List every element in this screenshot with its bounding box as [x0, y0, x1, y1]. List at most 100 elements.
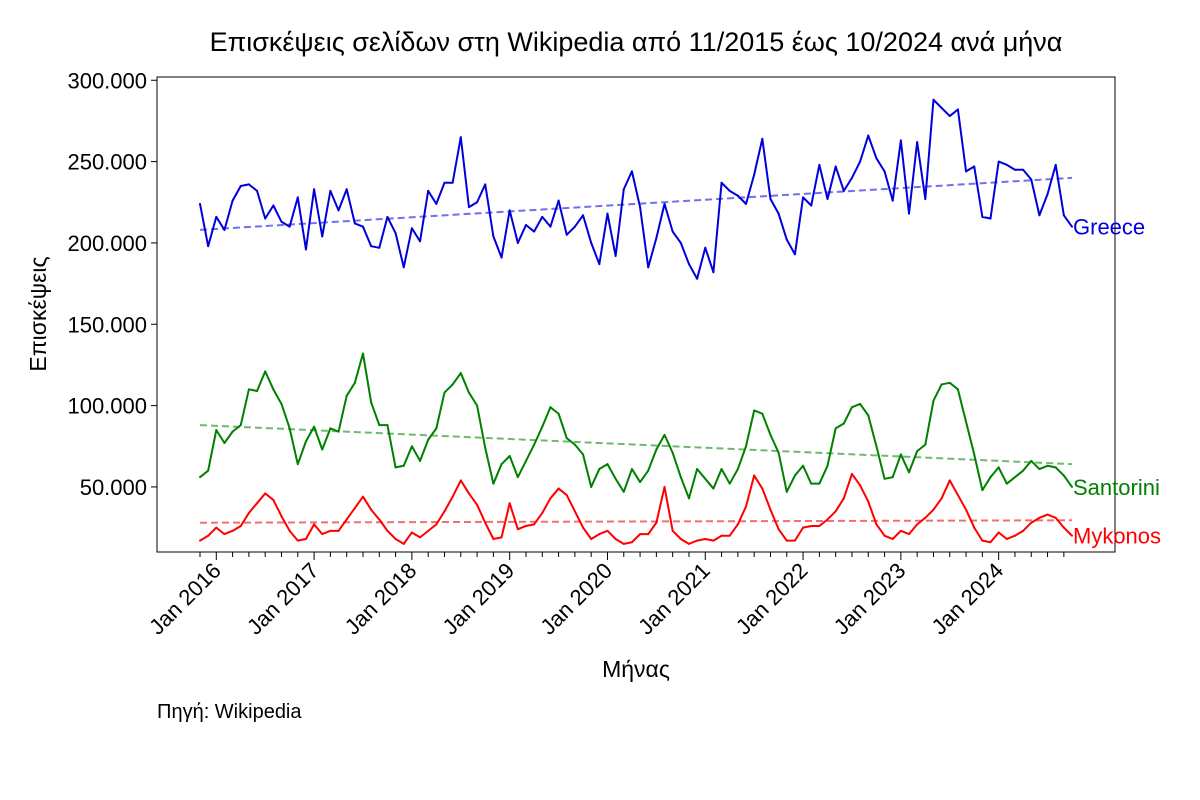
mykonos-point: [883, 534, 886, 537]
mykonos-point: [1013, 534, 1016, 537]
mykonos-point: [753, 474, 756, 477]
santorini-point: [500, 463, 503, 466]
santorini-point: [639, 481, 642, 484]
mykonos-point: [793, 539, 796, 542]
mykonos-point: [1022, 529, 1025, 532]
greece-point: [769, 198, 772, 201]
greece-point: [867, 134, 870, 137]
greece-point: [647, 266, 650, 269]
greece-point: [378, 246, 381, 249]
greece-point: [1013, 168, 1016, 171]
santorini-point: [859, 402, 862, 405]
greece-point: [533, 230, 536, 233]
mykonos-point: [826, 518, 829, 521]
mykonos-point: [476, 503, 479, 506]
greece-point: [956, 108, 959, 111]
mykonos-point: [394, 537, 397, 540]
greece-point: [451, 181, 454, 184]
santorini-point: [296, 463, 299, 466]
greece-point: [728, 189, 731, 192]
santorini-point: [386, 424, 389, 427]
greece-point: [582, 214, 585, 217]
greece-point: [663, 202, 666, 205]
greece-point: [736, 194, 739, 197]
santorini-point: [565, 437, 568, 440]
x-tick-label: Jan 2022: [731, 558, 813, 640]
santorini-point: [924, 443, 927, 446]
mykonos-point: [908, 533, 911, 536]
mykonos-point: [1005, 537, 1008, 540]
santorini-point: [329, 427, 332, 430]
greece-point: [859, 160, 862, 163]
santorini-point: [247, 388, 250, 391]
santorini-point: [280, 402, 283, 405]
santorini-point: [337, 430, 340, 433]
mykonos-point: [1062, 526, 1065, 529]
santorini-point: [1071, 485, 1073, 488]
mykonos-point: [459, 479, 462, 482]
greece-series-line: [199, 98, 1073, 280]
santorini-point: [720, 468, 723, 471]
mykonos-point: [533, 523, 536, 526]
santorini-point: [239, 424, 242, 427]
greece-data-points: [199, 98, 1073, 280]
mykonos-point: [875, 523, 878, 526]
greece-point: [891, 199, 894, 202]
santorini-point: [1030, 459, 1033, 462]
mykonos-point: [745, 505, 748, 508]
greece-point: [948, 115, 951, 118]
greece-point: [565, 233, 568, 236]
mykonos-point: [296, 539, 299, 542]
greece-point: [639, 206, 642, 209]
greece-point: [712, 271, 715, 274]
source-note: Πηγή: Wikipedia: [157, 701, 302, 723]
santorini-point: [419, 459, 422, 462]
santorini-point: [1054, 466, 1057, 469]
greece-point: [247, 183, 250, 186]
mykonos-point: [622, 542, 625, 545]
santorini-point: [378, 424, 381, 427]
mykonos-point: [549, 497, 552, 500]
mykonos-point: [590, 537, 593, 540]
y-tick-label: 150.000: [67, 312, 147, 337]
santorini-point: [834, 427, 837, 430]
santorini-point: [916, 450, 919, 453]
mykonos-point: [842, 497, 845, 500]
santorini-point: [899, 453, 902, 456]
santorini-point: [304, 440, 307, 443]
greece-point: [630, 170, 633, 173]
santorini-point: [671, 451, 674, 454]
santorini-point: [908, 471, 911, 474]
mykonos-point: [215, 526, 218, 529]
santorini-point: [313, 425, 316, 428]
mykonos-point: [965, 508, 968, 511]
mykonos-point: [639, 533, 642, 536]
santorini-point: [663, 433, 666, 436]
greece-point: [280, 220, 283, 223]
greece-point: [1071, 225, 1073, 228]
santorini-point: [785, 490, 788, 493]
y-tick-label: 300.000: [67, 68, 147, 93]
mykonos-point: [940, 497, 943, 500]
greece-point: [1054, 163, 1057, 166]
greece-point: [459, 136, 462, 139]
greece-point: [1062, 214, 1065, 217]
y-tick-label: 50.000: [80, 475, 147, 500]
mykonos-point: [736, 523, 739, 526]
greece-point: [696, 277, 699, 280]
mykonos-point: [916, 523, 919, 526]
mykonos-point: [899, 529, 902, 532]
santorini-series-label: Santorini: [1073, 475, 1160, 500]
mykonos-point: [850, 472, 853, 475]
greece-point: [484, 183, 487, 186]
santorini-point: [264, 370, 267, 373]
mykonos-point: [867, 500, 870, 503]
mykonos-point: [541, 511, 544, 514]
greece-point: [492, 235, 495, 238]
mykonos-point: [435, 523, 438, 526]
greece-point: [761, 137, 764, 140]
x-axis: Jan 2016 Jan 2017 Jan 2018 Jan 2019 Jan 2020…: [144, 552, 1065, 640]
santorini-point: [753, 409, 756, 412]
greece-point: [304, 248, 307, 251]
santorini-point: [818, 482, 821, 485]
